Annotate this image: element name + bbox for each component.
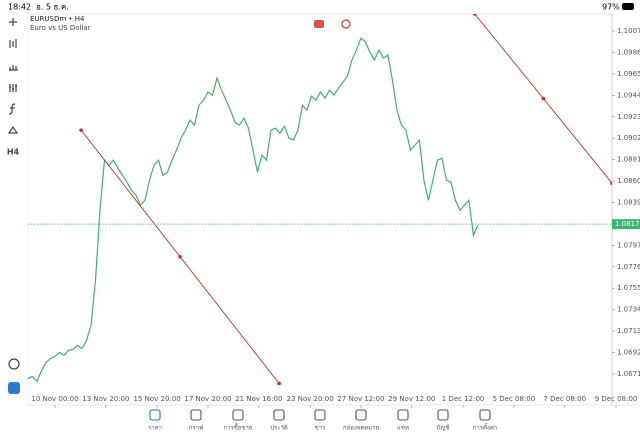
x-tick-label: 15 Nov 20:00 [134, 395, 181, 403]
tab-icon[interactable] [437, 409, 449, 421]
y-tick-label: 1.08600 [617, 177, 640, 185]
tab-icon[interactable] [149, 409, 161, 421]
trendline-midpoint [541, 96, 546, 101]
tab-items: ราคา กราฟ การซื้อขาย ประวัติ ข่าว กล่องจดหมาย… [148, 409, 497, 432]
tab-label[interactable]: การตั้งค่า [473, 422, 497, 432]
crosshair-tool[interactable] [9, 18, 17, 26]
tab-icon[interactable] [232, 409, 244, 421]
y-tick-label: 1.09440 [617, 91, 640, 99]
x-tick-label: 13 Nov 20:00 [82, 395, 129, 403]
y-tick-label: 1.07340 [617, 306, 640, 314]
tab-label[interactable]: กราฟ [189, 425, 203, 432]
trendline-handle [277, 381, 281, 386]
trade-tool[interactable] [8, 358, 20, 370]
left-toolbar [7, 18, 20, 370]
y-tick-label: 1.07970 [617, 241, 640, 249]
battery-icon [622, 3, 634, 10]
x-tick-label: 10 Nov 00:00 [31, 395, 78, 403]
objects-tool[interactable] [7, 125, 19, 134]
chart-type-tool[interactable] [9, 39, 17, 48]
symbol-description: Euro vs US Dollar [30, 24, 91, 32]
x-tick-label: 5 Dec 08:00 [493, 395, 536, 403]
tab-icon[interactable] [314, 409, 326, 421]
y-tick-label: 1.07130 [617, 327, 640, 335]
y-tick-label: 1.08390 [617, 199, 640, 207]
tab-icon[interactable] [190, 409, 202, 421]
price-line [28, 37, 479, 383]
y-tick-label: 1.09020 [617, 134, 640, 142]
trendline-handle [610, 181, 612, 186]
y-tick-label: 1.09860 [617, 48, 640, 56]
x-tick-label: 17 Nov 20:00 [184, 395, 231, 403]
one-click-buy-icon[interactable] [341, 19, 351, 29]
app-logo-icon[interactable] [8, 382, 20, 394]
x-tick-label: 1 Dec 12:00 [442, 395, 485, 403]
function-tool[interactable] [8, 103, 16, 115]
tab-label[interactable]: แชท [397, 425, 409, 432]
y-tick-label: 1.07550 [617, 284, 640, 292]
current-price-badge [612, 219, 640, 230]
tab-label[interactable]: ข่าว [315, 425, 326, 432]
settings-tool[interactable] [9, 84, 17, 92]
plot-area [28, 14, 612, 386]
y-tick-label: 1.06710 [617, 370, 640, 378]
status-date: อ. 5 ธ.ค. [36, 3, 69, 12]
current-price-label: 1.08178 [615, 220, 640, 228]
trendline-handle [79, 128, 83, 132]
status-time: 18:42 [8, 3, 31, 12]
tab-label[interactable]: กล่องจดหมาย [343, 425, 379, 432]
tab-icon[interactable] [479, 409, 491, 421]
tab-label[interactable]: บัญชี [437, 424, 450, 432]
status-battery: 97% [602, 3, 620, 12]
indicators-tool[interactable] [9, 65, 18, 71]
timeframe-button[interactable]: H4 [7, 148, 20, 157]
x-tick-label: 7 Dec 08:00 [543, 395, 586, 403]
x-tick-label: 23 Nov 20:00 [287, 395, 334, 403]
tab-bar [0, 406, 640, 447]
one-click-sell-icon[interactable] [314, 20, 324, 28]
tab-label[interactable]: ราคา [148, 425, 162, 432]
tab-icon[interactable] [355, 409, 367, 421]
tab-icon[interactable] [273, 409, 285, 421]
y-tick-label: 1.10070 [617, 27, 640, 35]
trendline-handle [472, 14, 477, 16]
x-tick-label: 21 Nov 16:00 [235, 395, 282, 403]
tab-icon[interactable] [397, 409, 409, 421]
x-tick-label: 9 Dec 08:00 [595, 395, 638, 403]
x-tick-label: 27 Nov 12:00 [337, 395, 384, 403]
trendline-midpoint [178, 255, 182, 259]
y-tick-label: 1.09230 [617, 113, 640, 121]
symbol-name: EURUSDm • H4 [30, 15, 85, 23]
y-tick-label: 1.08810 [617, 156, 640, 164]
x-tick-label: 29 Nov 12:00 [388, 395, 435, 403]
y-tick-label: 1.06920 [617, 349, 640, 357]
tab-label[interactable]: ประวัติ [270, 425, 288, 432]
y-tick-label: 1.09650 [617, 70, 640, 78]
y-tick-label: 1.07760 [617, 263, 640, 271]
tab-label[interactable]: การซื้อขาย [224, 422, 253, 432]
